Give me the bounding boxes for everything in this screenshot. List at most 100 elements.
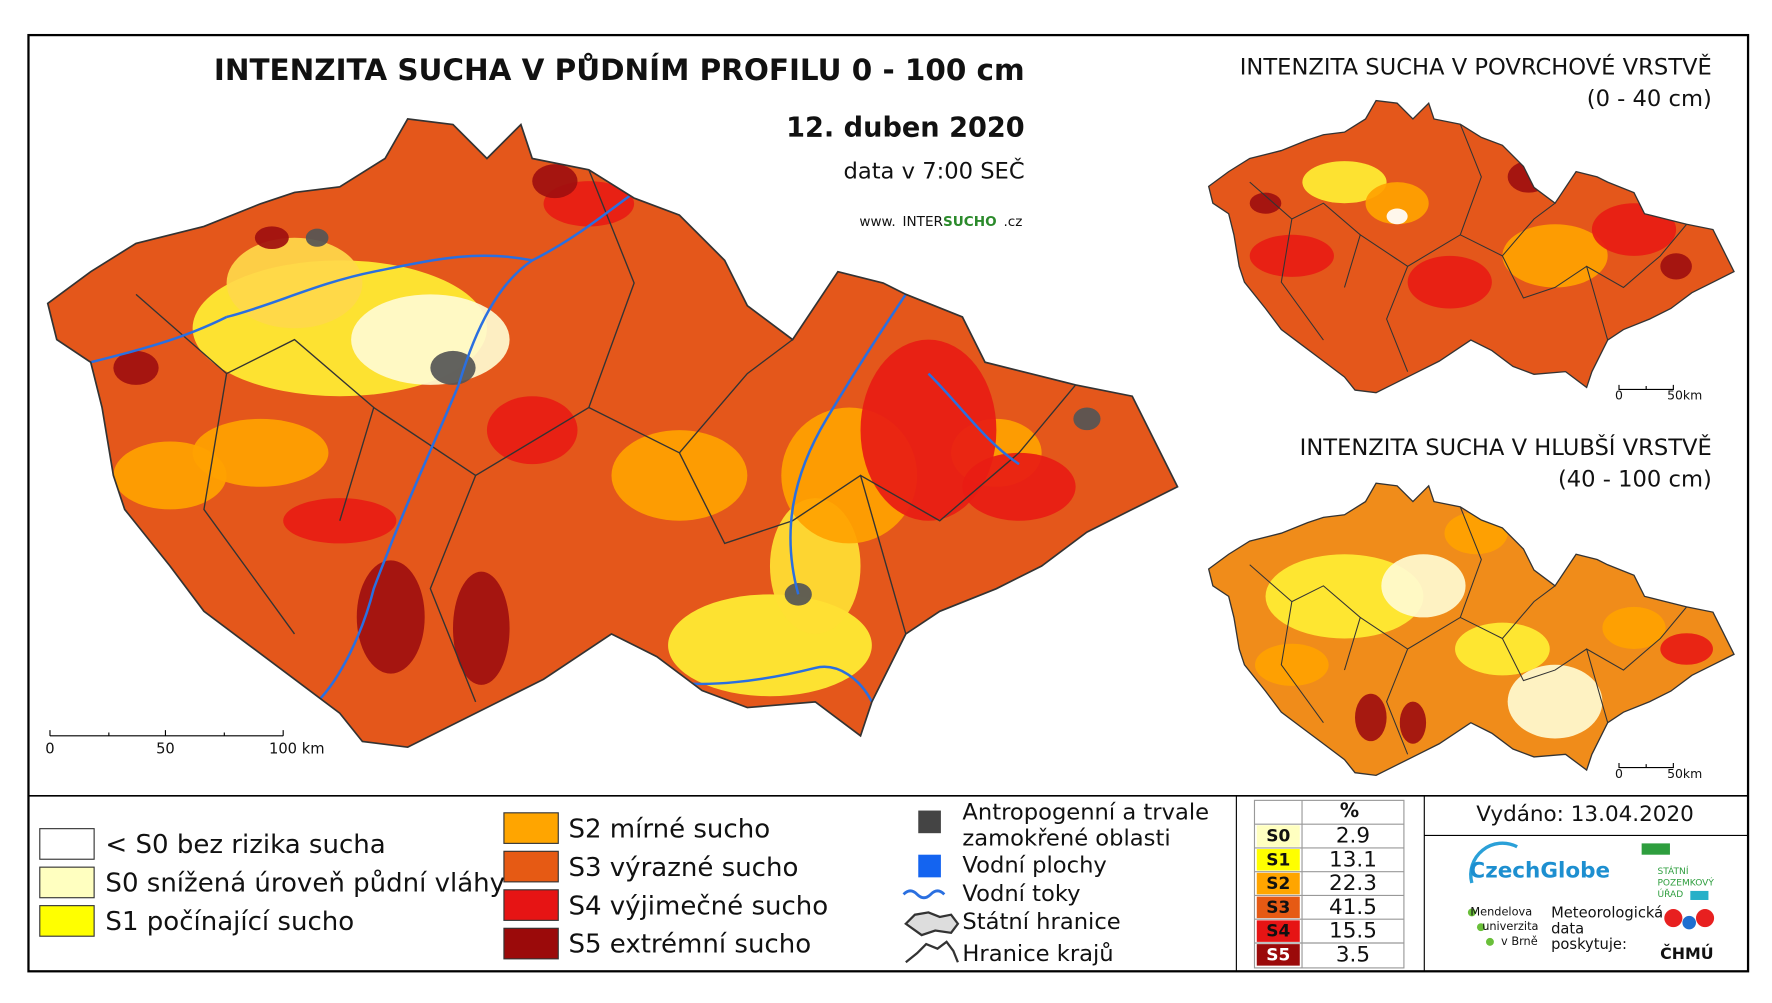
drought-area <box>1399 701 1427 744</box>
state-border <box>1207 99 1735 394</box>
scale-label: 0 <box>1615 766 1623 781</box>
region-border <box>588 169 635 408</box>
state-border <box>1207 482 1735 777</box>
inset-title: INTENZITA SUCHA V POVRCHOVÉ VRSTVĚ <box>1240 52 1712 80</box>
legend-label: < S0 bez rizika sucha <box>105 830 385 860</box>
scale-label: 0 <box>1615 388 1623 403</box>
drought-area <box>1386 208 1408 225</box>
website-part: INTER <box>903 214 944 230</box>
region-border <box>860 384 1077 522</box>
river <box>226 254 533 319</box>
region-border <box>1359 616 1503 650</box>
region-border <box>678 452 907 635</box>
region-border <box>1502 202 1556 257</box>
legend-swatch <box>503 812 559 844</box>
icon-anthropogenic <box>918 810 941 834</box>
drought-area <box>113 441 227 510</box>
map-date: 12. duben 2020 <box>786 113 1025 144</box>
website: www. INTERSUCHO .cz <box>859 214 1022 230</box>
website-part: .cz <box>1003 214 1022 230</box>
drought-area <box>1355 693 1387 742</box>
region-border <box>1280 601 1324 724</box>
drought-area <box>226 237 363 329</box>
icon-state-border <box>904 911 960 937</box>
region-border <box>1459 124 1482 235</box>
region-border <box>678 339 794 454</box>
drought-area <box>962 452 1076 521</box>
river <box>789 293 907 595</box>
legend-swatch <box>503 889 559 921</box>
website-part: SUCHO <box>943 214 997 230</box>
region-border <box>1586 223 1688 289</box>
drought-area <box>532 164 578 199</box>
river <box>90 315 228 364</box>
drought-area <box>1407 255 1492 309</box>
drought-area <box>611 430 748 521</box>
scale-label: 0 <box>45 740 54 757</box>
legend-swatch <box>503 927 559 960</box>
drought-area <box>1381 554 1466 618</box>
class-label: S1 <box>1266 850 1290 870</box>
legend-label: S2 mírné sucho <box>568 814 770 844</box>
logo-czechglobe: CzechGlobe <box>1469 859 1610 884</box>
percent-value: 2.9 <box>1336 824 1370 849</box>
map-title: INTENZITA SUCHA V PŮDNÍM PROFILU 0 - 100… <box>214 51 1025 87</box>
drought-area <box>486 396 578 465</box>
logo-chmu <box>1664 909 1683 928</box>
drought-area <box>1660 253 1692 280</box>
river <box>656 665 873 703</box>
class-cell <box>1256 825 1300 847</box>
logo-dot <box>1476 923 1485 932</box>
drought-area <box>351 294 510 385</box>
legend-label: Vodní toky <box>962 881 1080 907</box>
logo-chmu-text: ČHMÚ <box>1660 944 1713 963</box>
logo-spu-text: POZEMKOVÝ <box>1657 877 1714 889</box>
class-cell <box>1256 896 1300 919</box>
region-border <box>1501 255 1609 341</box>
table-frame <box>1253 799 1405 969</box>
legend-label: S3 výrazné sucho <box>568 853 798 883</box>
legend-label: zamokřené oblasti <box>962 825 1170 851</box>
drought-area <box>1602 606 1666 650</box>
region-border <box>1502 585 1556 639</box>
table-header: % <box>1340 799 1359 822</box>
region-border <box>1501 638 1609 723</box>
website-part: www. <box>859 214 895 230</box>
drought-area <box>860 339 997 521</box>
drought-area <box>452 571 510 685</box>
region-border <box>1386 266 1409 372</box>
drought-area <box>1444 512 1508 555</box>
legend-label: Antropogenní a trvale <box>962 799 1209 825</box>
region-border <box>1386 648 1409 755</box>
inset-subtitle: (40 - 100 cm) <box>1558 466 1712 492</box>
legend-label: Státní hranice <box>962 909 1120 935</box>
class-label: S3 <box>1266 898 1290 918</box>
logo-arc <box>1469 841 1518 884</box>
logo-chmu <box>1682 915 1696 930</box>
inset-scale-bar <box>1618 384 1674 390</box>
inset-scale-bar <box>1618 763 1674 769</box>
river <box>927 372 1020 466</box>
logo-spu <box>1641 843 1670 855</box>
region-border <box>1249 181 1361 288</box>
drought-area <box>1249 192 1282 214</box>
state-border <box>46 117 1179 749</box>
legend-label: Vodní plochy <box>962 853 1106 879</box>
drought-area <box>305 228 329 247</box>
drought-area <box>1073 407 1101 431</box>
logo-mendelu-text: v Brně <box>1501 934 1538 948</box>
drought-area <box>254 226 289 250</box>
legend-swatch <box>39 905 95 937</box>
region-border <box>203 373 296 635</box>
logo-chmu-bar <box>1690 890 1709 900</box>
class-label: S4 <box>1266 922 1290 942</box>
river <box>316 384 460 703</box>
logo-spu-text: ÚŘAD <box>1657 888 1683 900</box>
inset-title: INTENZITA SUCHA V HLUBŠÍ VRSTVĚ <box>1300 433 1712 461</box>
inset-subtitle: (0 - 40 cm) <box>1587 86 1712 112</box>
legend-label: Hranice krajů <box>962 940 1113 967</box>
icon-water <box>918 854 941 878</box>
legend-label: S5 extrémní sucho <box>568 930 811 960</box>
provider-text: poskytuje: <box>1551 936 1627 953</box>
provider-text: Meteorologická <box>1551 905 1663 922</box>
